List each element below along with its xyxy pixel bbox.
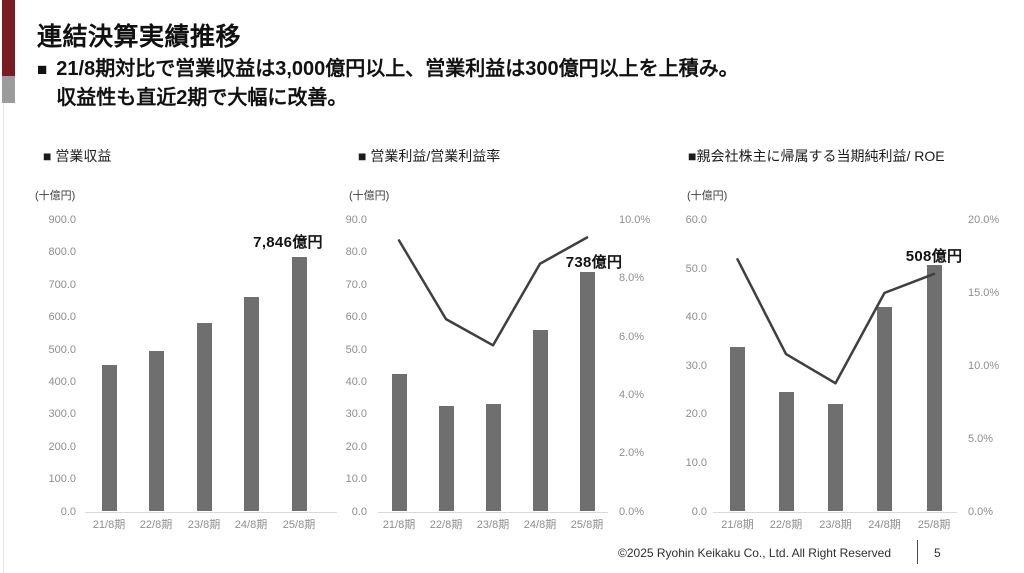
y-axis-tick-label: 800.0: [48, 246, 76, 259]
y-axis-tick-label: 20.0: [685, 408, 707, 421]
data-label-annotation: 508億円: [905, 248, 963, 265]
y-axis-tick-label: 40.0: [345, 375, 367, 388]
data-label-annotation: 7,846億円: [253, 234, 323, 251]
page-number-divider: [917, 540, 918, 564]
chart-unit-label: (十億円): [687, 190, 728, 202]
y-axis-tick-label: 400.0: [48, 375, 76, 388]
x-axis-category-label: 22/8期: [139, 519, 173, 531]
chart-unit-label: (十億円): [349, 190, 390, 202]
y-axis-tick-label: 500.0: [48, 343, 76, 356]
x-axis-category-label: 21/8期: [721, 519, 754, 531]
y-axis-tick-label: 600.0: [48, 311, 76, 324]
footer-copyright: ©2025 Ryohin Keikaku Co., Ltd. All Right…: [618, 546, 891, 560]
bar-3: [485, 404, 501, 512]
x-axis-line: [713, 511, 957, 513]
secondary-axis-tick-label: 0.0%: [968, 505, 994, 518]
y-axis-tick-label: 10.0: [685, 456, 707, 469]
y-axis-tick-label: 0.0: [691, 505, 707, 518]
secondary-axis-tick-label: 15.0%: [968, 286, 1000, 299]
y-axis-tick-label: 50.0: [685, 262, 707, 275]
y-axis-tick-label: 90.0: [345, 214, 367, 226]
secondary-axis-tick-label: 5.0%: [968, 432, 994, 445]
trend-line: [736, 258, 936, 385]
accent-bar-red-icon: [2, 0, 15, 76]
y-axis-tick-label: 300.0: [48, 408, 76, 421]
headline-text: 21/8期対比で営業収益は3,000億円以上、営業利益は300億円以上を上積み。…: [56, 55, 738, 113]
secondary-axis-tick-label: 10.0%: [968, 359, 1000, 372]
headline: ■ 21/8期対比で営業収益は3,000億円以上、営業利益は300億円以上を上積…: [37, 55, 739, 113]
secondary-axis-tick-label: 0.0%: [619, 505, 645, 518]
y-axis-tick-label: 0.0: [351, 505, 367, 518]
x-axis-category-label: 24/8期: [234, 519, 268, 531]
secondary-axis-tick-label: 20.0%: [968, 214, 1000, 226]
y-axis-tick-label: 70.0: [345, 278, 367, 291]
data-label-annotation: 738億円: [565, 254, 623, 271]
headline-line2: 収益性も直近2期で大幅に改善。: [56, 87, 348, 109]
accent-bar-gray-icon: [2, 76, 15, 103]
x-axis-category-label: 24/8期: [523, 519, 557, 531]
chart-unit-label: (十億円): [35, 190, 76, 202]
x-axis-category-label: 21/8期: [382, 519, 416, 531]
y-axis-tick-label: 900.0: [48, 214, 76, 226]
x-axis-line: [85, 511, 337, 513]
y-axis-tick-label: 30.0: [345, 408, 367, 421]
y-axis-tick-label: 50.0: [345, 343, 367, 356]
y-axis-tick-label: 60.0: [685, 214, 707, 226]
x-axis-category-label: 22/8期: [429, 519, 463, 531]
secondary-axis-tick-label: 8.0%: [619, 272, 645, 285]
y-axis-tick-label: 0.0: [60, 505, 76, 518]
y-axis-tick-label: 80.0: [345, 246, 367, 259]
chart-title: ■ 営業収益: [43, 148, 112, 164]
bullet-square-icon: ■: [37, 60, 48, 79]
y-axis-tick-label: 40.0: [685, 311, 707, 324]
page-number: 5: [934, 546, 941, 560]
y-axis-tick-label: 60.0: [345, 311, 367, 324]
x-axis-category-label: 24/8期: [868, 519, 901, 531]
x-axis-category-label: 22/8期: [769, 519, 803, 531]
x-axis-category-label: 23/8期: [187, 519, 221, 531]
bar-4: [532, 329, 548, 512]
y-axis-tick-label: 700.0: [48, 278, 76, 291]
bar-1: [391, 374, 407, 512]
chart-title: ■ 営業利益/営業利益率: [358, 148, 501, 164]
bar-1: [101, 364, 117, 512]
x-axis-category-label: 23/8期: [476, 519, 510, 531]
bar-1: [730, 346, 745, 512]
secondary-axis-tick-label: 4.0%: [619, 388, 645, 401]
bar-5: [291, 257, 307, 512]
x-axis-category-label: 23/8期: [819, 519, 852, 531]
secondary-axis-tick-label: 6.0%: [619, 330, 645, 343]
bar-3: [828, 404, 843, 512]
y-axis-tick-label: 20.0: [345, 440, 367, 453]
headline-line1: 21/8期対比で営業収益は3,000億円以上、営業利益は300億円以上を上積み。: [56, 58, 739, 80]
x-axis-line: [378, 511, 608, 513]
chart-title: ■親会社株主に帰属する当期純利益/ ROE: [688, 148, 945, 164]
secondary-axis-tick-label: 2.0%: [619, 447, 645, 460]
x-axis-category-label: 25/8期: [282, 519, 316, 531]
bar-2: [148, 350, 164, 512]
bar-4: [877, 307, 892, 512]
bar-5: [926, 264, 942, 512]
page-title: 連結決算実績推移: [37, 23, 242, 51]
left-edge-line: [3, 103, 4, 573]
y-axis-tick-label: 200.0: [48, 440, 76, 453]
bar-3: [196, 323, 212, 512]
secondary-axis-tick-label: 10.0%: [619, 214, 651, 226]
y-axis-tick-label: 100.0: [48, 473, 76, 486]
bar-2: [438, 405, 454, 512]
y-axis-tick-label: 30.0: [685, 359, 707, 372]
x-axis-category-label: 25/8期: [917, 519, 951, 531]
x-axis-category-label: 25/8期: [570, 519, 604, 531]
bar-4: [243, 297, 259, 512]
bar-2: [778, 392, 794, 512]
x-axis-category-label: 21/8期: [92, 519, 126, 531]
y-axis-tick-label: 10.0: [345, 473, 367, 486]
